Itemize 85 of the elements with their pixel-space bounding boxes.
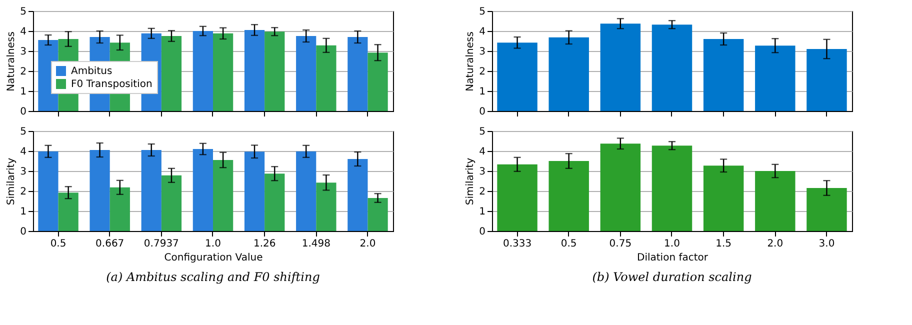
- y-tick-label: 1: [20, 86, 26, 98]
- bar: [90, 150, 110, 231]
- y-tick-label: 1: [479, 86, 486, 98]
- bar: [548, 161, 589, 231]
- bar: [161, 175, 182, 231]
- x-tick-label: 0.7937: [144, 238, 179, 250]
- y-tick-label: 3: [20, 166, 26, 178]
- bar: [244, 152, 265, 231]
- x-axis-title: Dilation factor: [636, 252, 709, 264]
- x-tick-label: 2.0: [360, 238, 376, 250]
- bar: [296, 36, 316, 111]
- bar: [58, 192, 78, 231]
- bar: [244, 30, 265, 111]
- bar: [316, 45, 336, 111]
- bar: [348, 159, 368, 231]
- bar: [600, 144, 641, 231]
- y-tick-label: 2: [479, 66, 486, 78]
- y-tick-label: 2: [20, 186, 26, 198]
- y-tick-label: 2: [479, 186, 486, 198]
- legend-label: F0 Transposition: [71, 79, 152, 90]
- bar: [368, 198, 388, 231]
- bar: [192, 31, 213, 111]
- bar: [110, 187, 130, 231]
- y-tick-label: 3: [479, 46, 486, 58]
- x-tick-label: 1.0: [205, 238, 221, 250]
- y-tick-label: 5: [479, 6, 486, 18]
- bar: [316, 182, 336, 231]
- bar: [497, 164, 538, 231]
- bar: [703, 39, 744, 111]
- y-axis-title: Naturalness: [465, 32, 476, 92]
- text: (a) Ambitus scaling and F0 shifting: [106, 270, 320, 284]
- y-tick-label: 1: [20, 206, 26, 218]
- bar: [213, 160, 234, 231]
- bar: [38, 151, 58, 231]
- bar: [368, 52, 388, 111]
- x-tick-label: 1.0: [664, 238, 680, 250]
- y-tick-label: 4: [20, 26, 26, 38]
- x-tick-label: 0.75: [609, 238, 632, 250]
- bar: [703, 166, 744, 231]
- bar: [600, 24, 641, 111]
- y-tick-label: 4: [479, 26, 486, 38]
- y-axis-title: Similarity: [6, 158, 18, 206]
- x-tick-label: 0.5: [50, 238, 66, 250]
- y-tick-label: 2: [20, 66, 26, 78]
- bar: [806, 49, 847, 111]
- y-tick-label: 4: [479, 146, 486, 158]
- y-tick-label: 5: [20, 126, 26, 138]
- y-tick-label: 1: [479, 206, 486, 218]
- y-axis-title: Similarity: [465, 158, 476, 206]
- y-axis-title: Naturalness: [6, 32, 18, 92]
- y-tick-label: 0: [20, 106, 26, 118]
- bar: [161, 36, 182, 111]
- x-tick-label: 0.333: [502, 238, 532, 250]
- bar: [213, 33, 234, 111]
- x-tick-label: 0.5: [560, 238, 577, 250]
- x-tick-label: 0.667: [96, 238, 124, 250]
- bar: [348, 37, 368, 111]
- bar: [652, 146, 692, 231]
- bar: [755, 171, 796, 231]
- y-tick-label: 3: [20, 46, 26, 58]
- bar: [497, 42, 538, 111]
- y-tick-label: 0: [479, 226, 486, 238]
- bar: [192, 149, 213, 231]
- bar: [548, 37, 589, 111]
- y-tick-label: 0: [479, 106, 486, 118]
- y-tick-label: 0: [20, 226, 26, 238]
- legend-label: Ambitus: [71, 66, 112, 77]
- x-tick-label: 1.498: [302, 238, 330, 250]
- x-axis-title: Configuration Value: [164, 252, 263, 264]
- x-tick-label: 3.0: [818, 238, 835, 250]
- x-tick-label: 1.5: [716, 238, 732, 250]
- y-tick-label: 4: [20, 146, 26, 158]
- y-tick-label: 5: [20, 6, 26, 18]
- bar: [652, 24, 692, 111]
- bar: [264, 174, 285, 231]
- bar: [806, 188, 847, 231]
- y-tick-label: 3: [479, 166, 486, 178]
- bar: [264, 32, 285, 111]
- bar: [296, 151, 316, 231]
- x-tick-label: 2.0: [767, 238, 784, 250]
- text: (b) Vowel duration scaling: [592, 270, 752, 284]
- x-tick-label: 1.26: [253, 238, 276, 250]
- bar: [141, 150, 162, 231]
- y-tick-label: 5: [479, 126, 486, 138]
- bar: [755, 46, 796, 111]
